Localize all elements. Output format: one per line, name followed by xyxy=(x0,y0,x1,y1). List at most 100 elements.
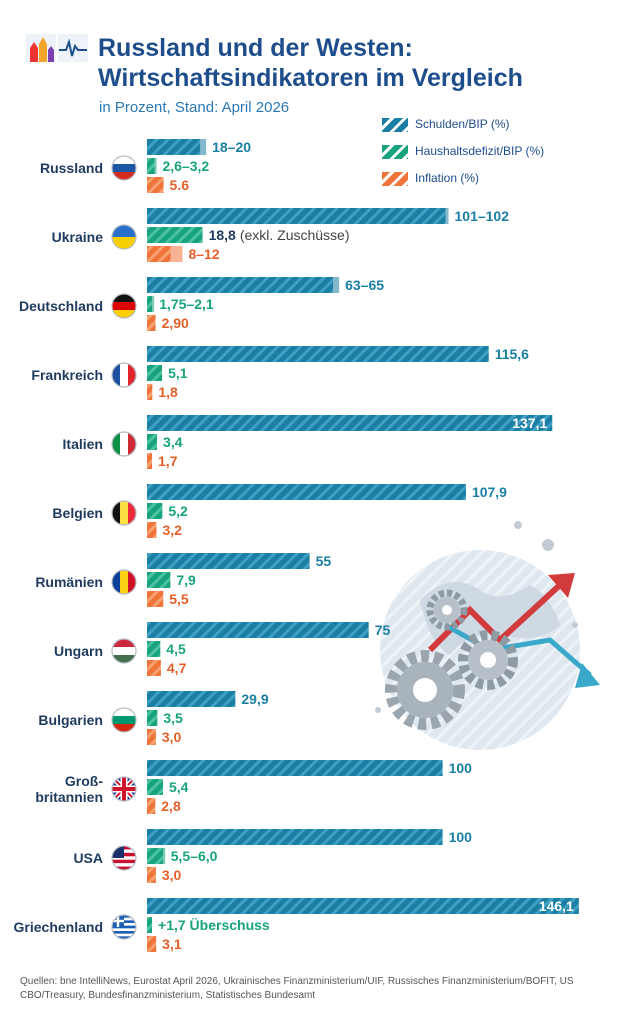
deficit-value-label: 7,9 xyxy=(176,572,196,588)
inflation-bar xyxy=(147,729,156,745)
debt-value-label: 107,9 xyxy=(472,484,507,500)
greece-flag-icon-stripe xyxy=(112,925,136,929)
debt-range-bar xyxy=(445,208,449,224)
country-label: Russland xyxy=(40,160,103,176)
romania-flag-icon-stripe xyxy=(120,570,129,594)
debt-range-bar xyxy=(333,277,340,293)
gear-icon xyxy=(385,650,465,730)
inflation-bar xyxy=(147,453,153,469)
ukraine-flag-icon-ring xyxy=(111,224,137,250)
germany-flag-icon xyxy=(111,293,137,319)
country-group-gross-britannien: Groß-britannien 100 5,4 2,8 xyxy=(35,760,472,814)
greece-flag-icon-stripe xyxy=(112,936,136,939)
greece-flag-icon-stripe xyxy=(112,931,136,934)
inflation-value-label: 5.6 xyxy=(170,177,190,193)
debt-value-label: 100 xyxy=(449,829,473,845)
deficit-value-label: 3,4 xyxy=(163,434,183,450)
country-group-frankreich: Frankreich 115,6 5,1 1,8 xyxy=(31,346,529,400)
debt-bar xyxy=(147,139,201,155)
deficit-bar xyxy=(147,158,155,174)
bulgaria-flag-icon-fill xyxy=(112,708,136,732)
deficit-bar xyxy=(147,365,163,381)
russia-flag-icon-stripe xyxy=(112,164,136,173)
deficit-value-label: 1,75–2,1 xyxy=(159,296,214,312)
inflation-bar xyxy=(147,798,156,814)
deficit-bar xyxy=(147,572,171,588)
hungary-flag-icon-stripe xyxy=(112,639,136,648)
france-flag-icon-ring xyxy=(111,362,137,388)
inflation-value-label: 1,7 xyxy=(158,453,178,469)
debt-bar xyxy=(147,691,236,707)
usa-flag-icon-stripe xyxy=(112,859,136,864)
russia-flag-icon-ring xyxy=(111,155,137,181)
inflation-bar xyxy=(147,315,156,331)
greece-flag-icon-fill xyxy=(112,915,136,939)
russia-flag-icon xyxy=(111,155,137,181)
gear-icon xyxy=(426,589,468,631)
hungary-flag-icon xyxy=(111,638,137,664)
germany-flag-icon-stripe xyxy=(112,294,136,303)
deficit-value-label: +1,7 Überschuss xyxy=(158,917,270,933)
debt-value-label: 137,1 xyxy=(512,415,547,431)
country-group-rumaenien: Rumänien 55 7,9 5,5 xyxy=(35,553,331,607)
chart-title-line-2: Wirtschaftsindikatoren im Vergleich xyxy=(98,64,523,92)
legend-swatch-inflation xyxy=(382,172,408,186)
france-flag-icon-fill xyxy=(112,363,136,387)
greece-flag-icon-stripe xyxy=(112,933,136,937)
inflation-value-label: 2,90 xyxy=(162,315,189,331)
inflation-bar xyxy=(147,936,157,952)
debt-value-label: 29,9 xyxy=(241,691,268,707)
uk-flag-icon-cross-v-red xyxy=(122,777,126,801)
country-group-griechenland: Griechenland 146,1 +1,7 Überschuss 3,1 xyxy=(14,898,579,952)
bars-layer: Russland 18–202,6–3,2 5.6 Ukraine 101–102 18,… xyxy=(14,139,579,952)
legend-label-inflation: Inflation (%) xyxy=(415,171,480,185)
belgium-flag-icon-stripe xyxy=(112,501,121,525)
hungary-flag-icon-ring xyxy=(111,638,137,664)
debt-value-label: 101–102 xyxy=(455,208,510,224)
debt-bar xyxy=(147,898,579,914)
debt-value-label: 18–20 xyxy=(212,139,251,155)
deficit-value-label: 4,5 xyxy=(166,641,186,657)
country-group-italien: Italien 137,1 3,4 1,7 xyxy=(63,415,553,469)
bulgaria-flag-icon-ring xyxy=(111,707,137,733)
country-label: Ungarn xyxy=(54,643,103,659)
deficit-bar xyxy=(147,641,161,657)
deficit-bar xyxy=(147,503,163,519)
chart-title-line-1: Russland und der Westen: xyxy=(98,34,413,62)
bulgaria-flag-icon-stripe xyxy=(112,724,136,732)
debt-value-label: 55 xyxy=(316,553,332,569)
debt-value-label: 146,1 xyxy=(539,898,574,914)
deficit-value-label: 18,8 (exkl. Zuschüsse) xyxy=(209,227,350,243)
inflation-value-label: 3,0 xyxy=(162,867,182,883)
germany-flag-icon-stripe xyxy=(112,302,136,311)
gear-icon xyxy=(458,630,518,690)
country-group-ukraine: Ukraine 101–102 18,8 (exkl. Zuschüsse) 8–12 xyxy=(52,208,510,262)
belgium-flag-icon xyxy=(111,500,137,526)
uk-flag-icon xyxy=(111,776,137,802)
france-flag-icon xyxy=(111,362,137,388)
country-label: Ukraine xyxy=(52,229,104,245)
russia-flag-icon-stripe xyxy=(112,172,136,180)
romania-flag-icon-fill xyxy=(112,570,136,594)
inflation-bar xyxy=(147,522,157,538)
deficit-range-bar xyxy=(154,158,157,174)
inflation-value-label: 5,5 xyxy=(169,591,189,607)
debt-bar xyxy=(147,553,310,569)
hungary-flag-icon-fill xyxy=(112,639,136,663)
arrow-down-icon xyxy=(575,663,600,688)
debt-bar xyxy=(147,484,466,500)
debt-bar xyxy=(147,622,369,638)
logo-icon xyxy=(26,34,88,62)
debt-value-label: 63–65 xyxy=(345,277,384,293)
country-label: Rumänien xyxy=(35,574,103,590)
country-group-deutschland: Deutschland 63–65 1,75–2,1 2,90 xyxy=(19,277,384,331)
deficit-bar xyxy=(147,710,158,726)
deficit-bar xyxy=(147,917,153,933)
greece-flag-icon xyxy=(111,914,137,940)
deficit-bar xyxy=(147,296,153,312)
germany-flag-icon-stripe xyxy=(112,310,136,318)
italy-flag-icon-stripe xyxy=(112,432,121,456)
legend-label-deficit: Haushaltsdefizit/BIP (%) xyxy=(415,144,545,158)
ukraine-flag-icon-stripe xyxy=(112,237,136,249)
ukraine-flag-icon-stripe xyxy=(112,225,136,238)
